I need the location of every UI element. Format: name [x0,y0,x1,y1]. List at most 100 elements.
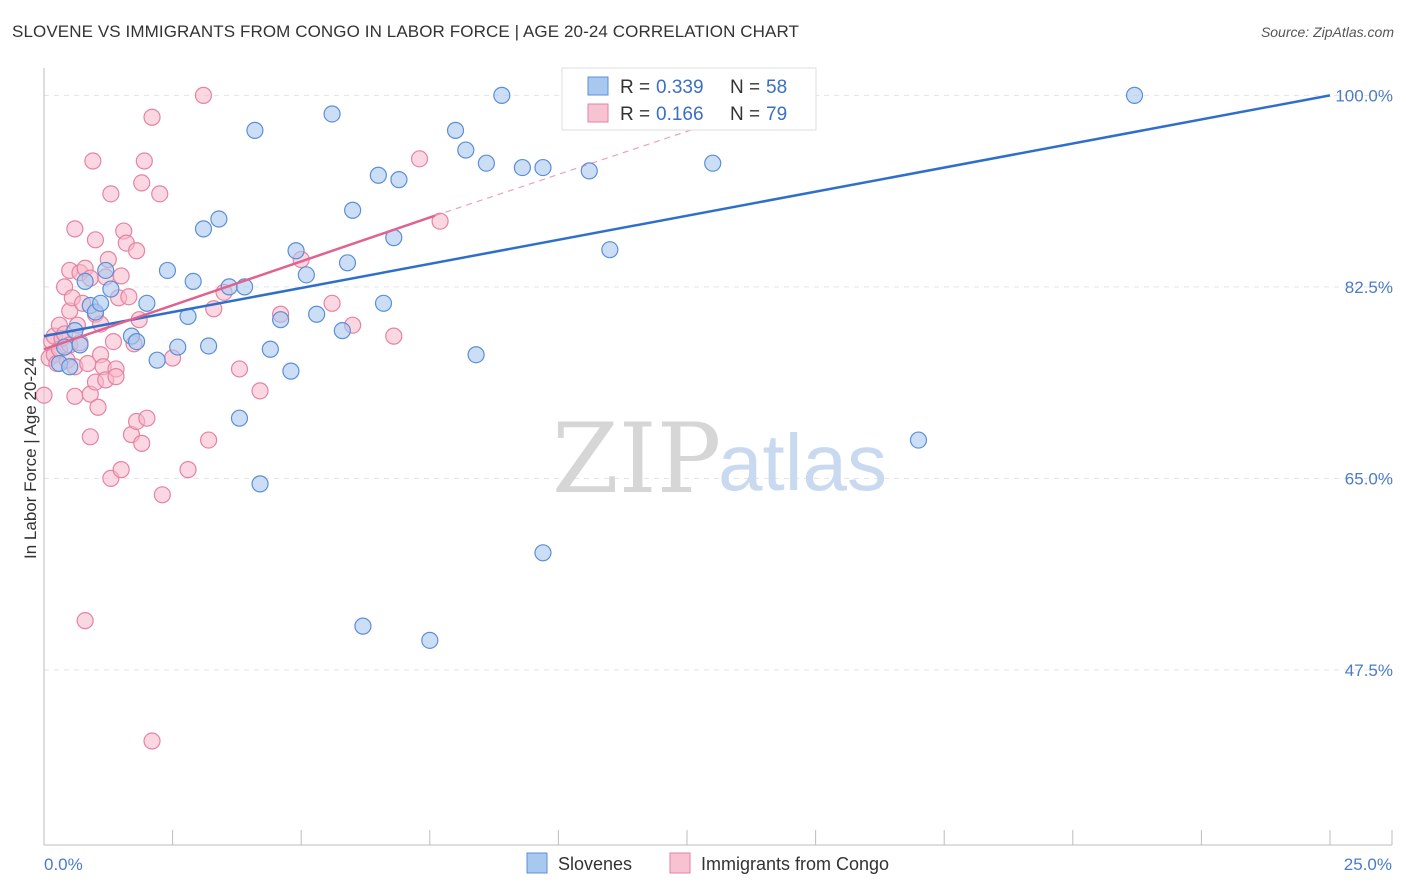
congo-point [143,108,161,126]
x-tick-marks [43,830,1393,845]
slovene-point [210,210,228,228]
slovene-point [261,340,279,358]
slovene-point [200,337,218,355]
slovene-point [127,332,146,351]
congo-point [138,409,156,427]
slovene-point [138,294,156,312]
congo-point [251,382,269,400]
watermark-atlas: atlas [718,418,887,507]
slovene-trend-line [43,94,1331,338]
slovene-point [1125,86,1144,104]
slovene-point [374,294,393,312]
stats-n-label-2: N = [730,104,760,125]
congo-point [86,231,105,249]
slovene-point [102,280,120,298]
slovene-point [909,431,928,449]
stats-swatch-slovenes [587,76,609,96]
slovene-point [457,141,475,159]
stats-r-value-1: 0.339 [656,77,704,98]
watermark: ZIP atlas [552,403,887,515]
congo-point [133,434,151,452]
slovene-point [76,272,94,291]
slovene-point [704,154,722,172]
congo-point [143,732,161,750]
congo-point [194,86,213,104]
slovene-point [246,121,264,139]
congo-point [81,428,99,446]
x-tick-label: 0.0% [44,855,83,874]
slovene-point [251,475,269,493]
congo-point [133,174,151,192]
slovene-point [282,362,300,380]
y-tick-labels: 100.0% 82.5% 65.0% 47.5% [1335,86,1393,680]
slovene-point [169,338,187,356]
slovene-point [158,261,177,280]
congo-point [179,461,197,479]
y-axis-label: In Labor Force | Age 20-24 [21,357,40,559]
congo-point [323,294,341,312]
slovene-point [338,254,357,272]
congo-point [104,332,123,351]
slovene-point [297,266,315,284]
congo-trend-line [43,214,436,351]
slovene-point [493,86,511,104]
slovene-point [97,261,115,280]
slovene-point [601,241,619,259]
congo-point [89,398,107,416]
slovene-point [308,305,326,323]
slovene-point [534,158,552,177]
y-tick-label: 65.0% [1345,469,1393,488]
congo-point [151,185,169,203]
slovene-point [61,358,79,376]
stats-n-value-2: 79 [766,104,787,125]
congo-point [84,152,102,170]
stats-r-label-1: R = [620,77,650,98]
slovene-point [580,162,598,180]
x-tick-labels: 0.0% 25.0% [44,855,1392,874]
slovene-point [390,171,408,189]
slovene-point [369,166,387,184]
slovene-point [534,544,552,562]
slovene-point [513,158,531,177]
axes [43,68,1392,846]
congo-point [385,327,403,345]
chart-title: SLOVENE VS IMMIGRANTS FROM CONGO IN LABO… [12,22,800,41]
congo-point [135,152,153,170]
congo-point [102,185,120,203]
congo-point [112,267,130,285]
y-tick-label: 82.5% [1345,278,1393,297]
stats-legend: R = 0.339 N = 58 R = 0.166 N = 79 [561,67,817,131]
congo-point [120,288,138,306]
legend-label-congo: Immigrants from Congo [701,854,889,874]
slovene-point [323,105,341,123]
congo-point [76,612,94,630]
trend-lines [43,94,1331,351]
congo-point [153,486,171,504]
congo-trend-extension [434,122,713,217]
slovene-point [148,351,166,369]
congo-point [66,387,84,405]
slovene-points [50,86,1144,649]
legend-label-slovenes: Slovenes [558,854,632,874]
slovene-point [354,617,372,635]
stats-n-value-1: 58 [766,77,787,98]
series-legend: Slovenes Immigrants from Congo [526,852,889,874]
slovene-point [194,220,213,238]
congo-point [127,242,146,260]
congo-point [431,212,449,230]
slovene-point [477,154,495,172]
stats-n-label-1: N = [730,77,760,98]
congo-point [230,360,249,378]
y-tick-label: 47.5% [1345,661,1393,680]
slovene-point [467,346,485,364]
congo-point [107,368,125,386]
source-label: Source: ZipAtlas.com [1260,24,1394,40]
stats-r-value-2: 0.166 [656,104,704,125]
slovene-point [184,272,202,291]
legend-swatch-congo [669,852,691,874]
congo-point [35,386,53,404]
stats-swatch-congo [587,103,609,123]
congo-point [410,150,429,168]
slovene-point [333,322,351,340]
